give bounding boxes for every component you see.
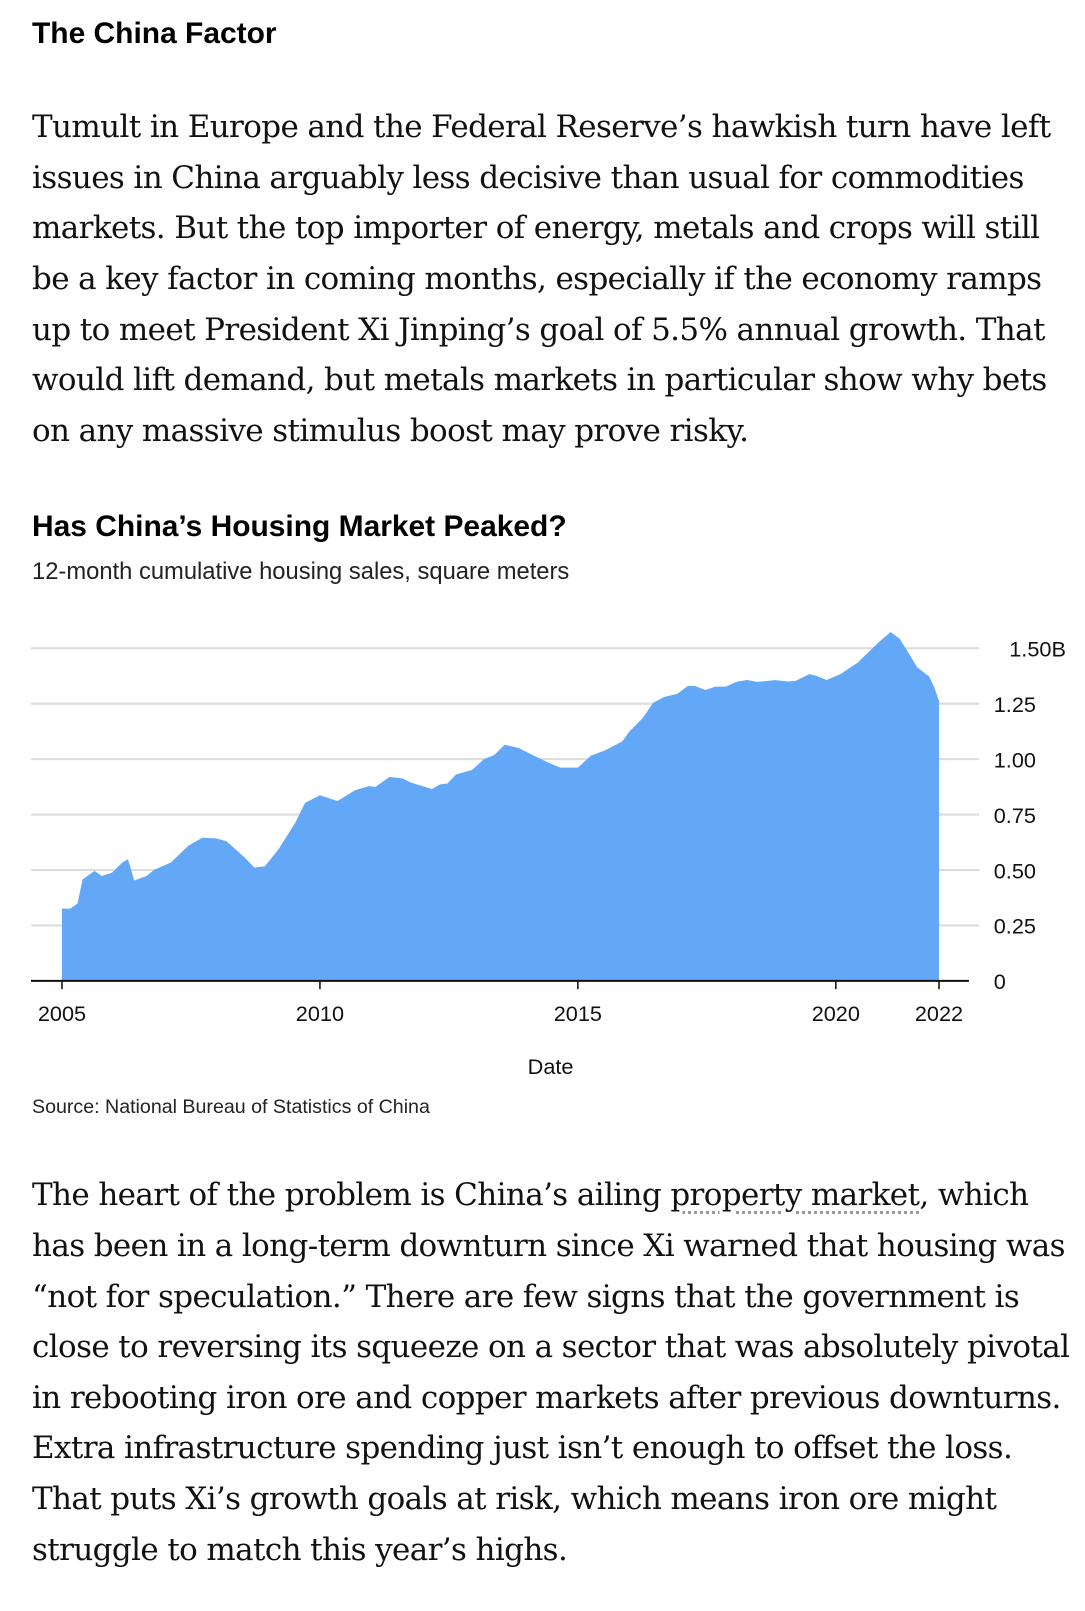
section-heading: The China Factor (32, 16, 277, 50)
y-tick-label: 0.50 (994, 859, 1036, 884)
property-market-link[interactable]: property market (670, 1177, 920, 1214)
y-tick-label: 1.00 (994, 748, 1036, 773)
y-tick-label: 0 (994, 970, 1006, 995)
paragraph-2-text-rest: , which has been in a long-term downturn… (32, 1177, 1070, 1568)
chart-source: Source: National Bureau of Statistics of… (32, 1096, 430, 1118)
x-tick-label: 2022 (915, 1002, 963, 1027)
paragraph-1: Tumult in Europe and the Federal Reserve… (32, 109, 1051, 449)
y-tick-label: 0.25 (994, 914, 1036, 939)
y-tick-label: 0.75 (994, 803, 1036, 828)
chart-title: Has China’s Housing Market Peaked? (32, 510, 567, 544)
x-tick-label: 2005 (38, 1002, 86, 1027)
y-tick-label: 1.25 (994, 692, 1036, 717)
paragraph-2-text: The heart of the problem is China’s aili… (32, 1177, 671, 1214)
x-tick-label: 2020 (812, 1002, 860, 1027)
x-axis-label: Date (528, 1054, 574, 1079)
paragraph-2: The heart of the problem is China’s aili… (32, 1170, 1075, 1575)
x-tick-label: 2015 (554, 1002, 602, 1027)
chart-subtitle: 12-month cumulative housing sales, squar… (32, 557, 570, 585)
housing-sales-chart: 0 0.25 0.50 0.75 1.00 1.25 1.50B 2005 2010 2015 20… (30, 632, 1066, 1079)
x-tick-label: 2010 (296, 1002, 344, 1027)
housing-sales-area (61, 632, 939, 982)
y-tick-label: 1.50B (1009, 637, 1066, 662)
